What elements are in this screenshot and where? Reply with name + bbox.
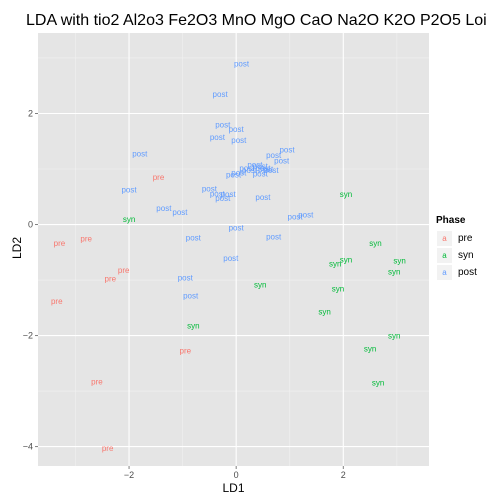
data-point-post: post	[242, 166, 258, 175]
y-tick-label: 0	[28, 220, 33, 230]
data-point-post: post	[288, 213, 304, 222]
data-point-post: post	[298, 211, 314, 220]
data-point-syn: syn	[393, 257, 405, 266]
data-point-syn: syn	[254, 280, 266, 289]
data-point-post: post	[253, 162, 269, 171]
data-point-post: post	[263, 166, 279, 175]
data-point-syn: syn	[388, 332, 400, 341]
legend-key-post: a	[436, 264, 453, 281]
data-point-post: post	[172, 208, 188, 217]
y-axis-label: LD2	[10, 236, 24, 260]
data-point-post: post	[231, 136, 247, 145]
data-point-pre: pre	[180, 347, 192, 356]
data-point-pre: pre	[118, 266, 130, 275]
data-point-syn: syn	[340, 190, 352, 199]
x-tick-label: 0	[234, 470, 239, 480]
data-point-post: post	[210, 133, 226, 142]
data-point-syn: syn	[340, 255, 352, 264]
data-point-syn: syn	[332, 284, 344, 293]
legend-item-pre: a pre	[436, 230, 477, 247]
data-point-syn: syn	[388, 268, 400, 277]
legend-label-syn: syn	[458, 250, 474, 261]
data-point-post: post	[258, 165, 274, 174]
legend-label-pre: pre	[458, 233, 473, 244]
plot-panel	[38, 33, 429, 466]
data-point-post: post	[156, 204, 172, 213]
data-point-post: post	[221, 190, 237, 199]
x-tick-label: 2	[341, 470, 346, 480]
y-tick-label: 2	[28, 108, 33, 118]
data-point-post: post	[239, 164, 255, 173]
data-point-post: post	[253, 169, 269, 178]
x-tick-label: −2	[124, 470, 134, 480]
legend: Phase a pre a syn a post	[436, 215, 477, 281]
data-point-post: post	[229, 223, 245, 232]
data-point-post: post	[215, 121, 231, 130]
y-tick-label: −4	[23, 442, 33, 452]
data-point-pre: pre	[102, 444, 114, 453]
legend-label-post: post	[458, 267, 477, 278]
data-point-pre: pre	[54, 239, 66, 248]
data-point-post: post	[223, 254, 239, 263]
data-point-post: post	[215, 194, 231, 203]
legend-key-pre: a	[436, 230, 453, 247]
legend-item-syn: a syn	[436, 247, 477, 264]
data-point-post: post	[266, 151, 282, 160]
data-point-syn: syn	[123, 215, 135, 224]
data-point-post: post	[274, 157, 290, 166]
data-point-post: post	[178, 273, 194, 282]
data-point-post: post	[231, 168, 247, 177]
data-point-post: post	[132, 149, 148, 158]
data-point-syn: syn	[187, 322, 199, 331]
data-point-pre: pre	[91, 378, 103, 387]
data-point-post: post	[234, 60, 250, 69]
data-point-pre: pre	[51, 297, 63, 306]
data-point-post: post	[186, 233, 202, 242]
data-point-post: post	[255, 164, 271, 173]
data-point-post: post	[229, 125, 245, 134]
data-point-syn: syn	[372, 379, 384, 388]
data-point-post: post	[279, 146, 295, 155]
data-point-post: post	[202, 184, 218, 193]
data-point-syn: syn	[329, 259, 341, 268]
data-point-pre: pre	[153, 173, 165, 182]
data-point-post: post	[210, 189, 226, 198]
legend-key-syn: a	[436, 247, 453, 264]
data-point-post: post	[247, 161, 263, 170]
data-point-post: post	[213, 90, 229, 99]
x-axis-label: LD1	[222, 481, 245, 495]
data-point-syn: syn	[318, 308, 330, 317]
data-point-post: post	[121, 186, 137, 195]
data-point-syn: syn	[369, 239, 381, 248]
data-point-post: post	[255, 193, 271, 202]
data-point-post: post	[266, 233, 282, 242]
chart-title: LDA with tio2 Al2o3 Fe2O3 MnO MgO CaO Na…	[26, 12, 487, 29]
legend-title: Phase	[436, 215, 466, 226]
data-point-post: post	[183, 292, 199, 301]
data-point-pre: pre	[80, 234, 92, 243]
data-point-syn: syn	[364, 344, 376, 353]
data-point-post: post	[226, 171, 242, 180]
data-point-pre: pre	[105, 274, 117, 283]
legend-item-post: a post	[436, 264, 477, 281]
y-tick-label: −2	[23, 331, 33, 341]
